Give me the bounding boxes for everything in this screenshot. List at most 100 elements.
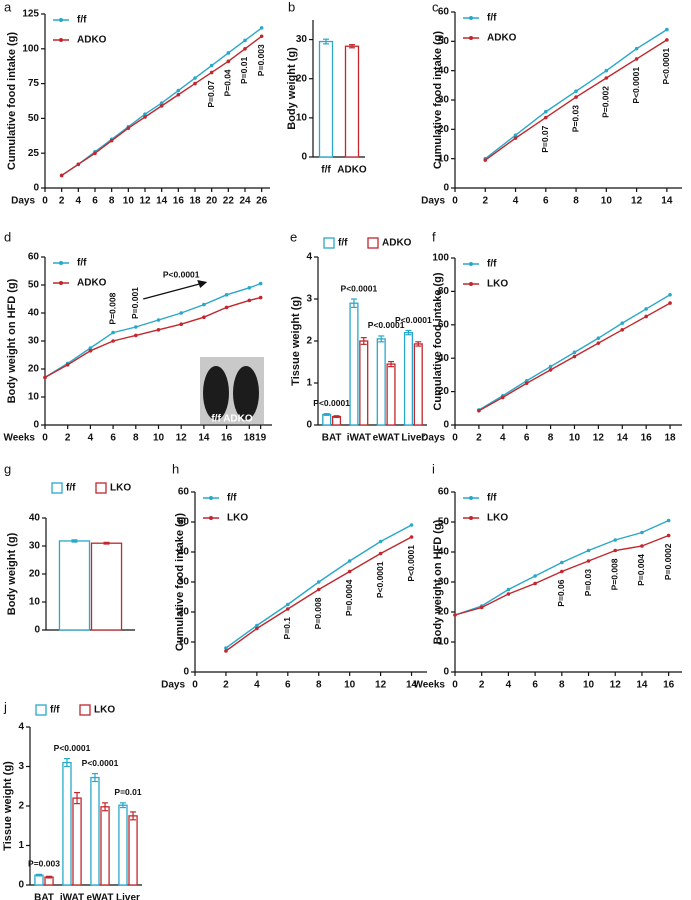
- y-tick-label: 60: [438, 319, 450, 330]
- y-tick-label: 80: [438, 286, 450, 297]
- y-tick-label: 20: [438, 124, 450, 135]
- y-tick-label: 40: [178, 547, 190, 558]
- x-axis-label: Days: [421, 196, 445, 207]
- y-tick-label: 30: [178, 577, 190, 588]
- data-point: [209, 70, 214, 75]
- data-point: [316, 580, 321, 584]
- y-tick-label: 50: [178, 517, 190, 528]
- y-tick-label: 3: [18, 761, 24, 772]
- legend-marker: [469, 262, 473, 266]
- y-tick-label: 20: [28, 364, 40, 375]
- legend-label: ADKO: [77, 278, 107, 289]
- data-point: [176, 92, 181, 97]
- legend-swatch: [367, 237, 379, 249]
- data-point: [524, 378, 529, 383]
- p-value: P=0.03: [583, 569, 593, 596]
- y-axis-label: Tissue weight (g): [2, 761, 14, 851]
- y-tick-label: 40: [438, 65, 450, 76]
- data-point: [134, 325, 138, 329]
- legend-label: f/f: [77, 258, 87, 269]
- y-axis-label: Cumulative food intake (g): [6, 32, 18, 170]
- y-tick-label: 20: [296, 73, 308, 84]
- legend-swatch: [95, 482, 107, 494]
- x-tick-label: 16: [173, 196, 185, 207]
- data-point: [513, 136, 518, 140]
- x-axis-label: Days: [11, 196, 35, 207]
- y-tick-label: 1: [18, 840, 24, 851]
- data-point: [613, 538, 618, 542]
- x-tick-label: 10: [123, 196, 135, 207]
- data-point: [644, 307, 648, 311]
- data-point: [665, 27, 669, 32]
- y-tick-label: 100: [22, 43, 39, 54]
- p-value: P=0.07: [540, 125, 550, 152]
- data-point: [255, 626, 259, 631]
- data-point: [59, 173, 64, 178]
- bar: [90, 776, 100, 886]
- data-point: [574, 95, 578, 99]
- y-tick-label: 50: [28, 280, 40, 291]
- legend-label: LKO: [227, 513, 248, 524]
- data-point: [572, 350, 577, 355]
- data-point: [613, 548, 618, 553]
- legend-marker: [209, 516, 213, 520]
- legend-label: f/f: [77, 15, 87, 26]
- data-point: [586, 559, 591, 563]
- mouse: [233, 366, 259, 420]
- data-point: [193, 76, 197, 80]
- data-point: [286, 607, 290, 611]
- bar: [403, 331, 414, 426]
- panel-label: e: [290, 229, 297, 244]
- data-point: [65, 363, 70, 367]
- x-tick-label: 12: [176, 433, 188, 444]
- y-tick-label: 0: [443, 183, 449, 194]
- bar: [128, 815, 138, 886]
- p-value: P=0.06: [556, 579, 566, 606]
- data-point: [258, 281, 263, 286]
- x-tick-label: eWAT: [373, 433, 400, 444]
- data-point: [634, 57, 639, 61]
- legend-label: f/f: [487, 259, 497, 270]
- x-tick-label: 18: [189, 196, 201, 207]
- legend-swatch: [35, 704, 47, 716]
- x-tick-label: 6: [285, 680, 291, 691]
- data-point: [243, 38, 247, 43]
- legend-label: LKO: [487, 279, 508, 290]
- y-tick-label: 60: [438, 7, 450, 18]
- x-tick-label: BAT: [34, 893, 54, 900]
- data-point: [247, 286, 252, 290]
- panel-label: i: [432, 461, 435, 476]
- x-tick-label: 4: [513, 196, 519, 207]
- data-point: [574, 89, 578, 93]
- data-point: [224, 646, 228, 650]
- legend-label: ADKO: [487, 33, 517, 44]
- data-point: [347, 569, 352, 574]
- data-point: [524, 381, 529, 386]
- x-tick-label: 14: [198, 433, 210, 444]
- legend-marker: [469, 516, 473, 520]
- y-tick-label: 0: [33, 420, 39, 431]
- bar: [413, 343, 423, 426]
- y-tick-label: 0: [301, 152, 307, 163]
- data-point: [43, 375, 47, 380]
- x-tick-label: f/f: [321, 165, 331, 176]
- x-tick-label: 14: [156, 196, 168, 207]
- data-point: [143, 115, 147, 119]
- bar: [100, 806, 110, 886]
- data-point: [209, 63, 214, 68]
- data-point: [666, 533, 671, 538]
- data-point: [604, 76, 609, 80]
- x-tick-label: 6: [532, 680, 538, 691]
- data-point: [88, 349, 93, 353]
- data-point: [76, 162, 81, 167]
- legend-marker: [469, 36, 473, 40]
- y-tick-label: 40: [29, 513, 41, 524]
- bar: [322, 413, 332, 426]
- data-point: [159, 101, 164, 105]
- data-point: [665, 38, 669, 42]
- data-point: [506, 587, 511, 592]
- x-tick-label: iWAT: [347, 433, 371, 444]
- data-point: [453, 613, 457, 617]
- y-tick-label: 2: [306, 336, 312, 347]
